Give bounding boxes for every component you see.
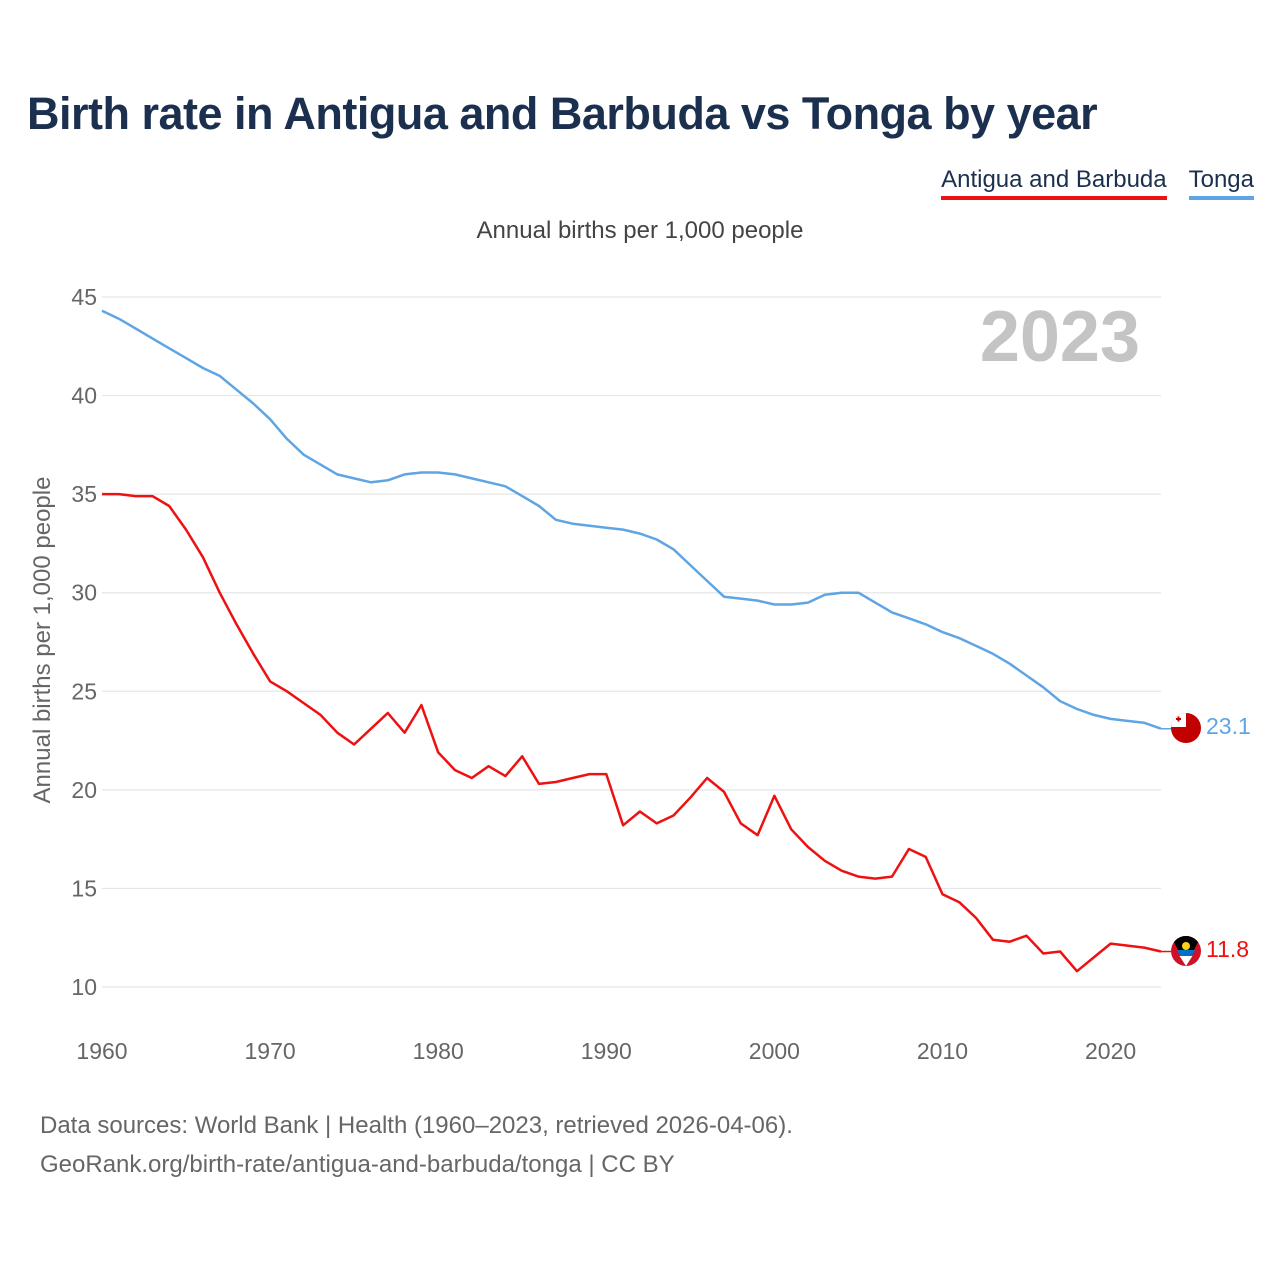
- y-tick-label: 30: [71, 580, 97, 606]
- end-value-label: 23.1: [1206, 713, 1251, 739]
- x-tick-label: 1990: [581, 1038, 632, 1064]
- footer: Data sources: World Bank | Health (1960–…: [40, 1106, 793, 1184]
- x-tick-label: 1970: [245, 1038, 296, 1064]
- y-tick-label: 40: [71, 383, 97, 409]
- x-tick-label: 1980: [413, 1038, 464, 1064]
- year-label: 2023: [980, 297, 1140, 377]
- y-tick-label: 45: [71, 284, 97, 310]
- series-line-antigua-and-barbuda[interactable]: [102, 492, 1162, 973]
- series-lines: [101, 309, 1171, 973]
- grid-lines: [102, 296, 1161, 988]
- y-tick-label: 10: [71, 974, 97, 1000]
- y-tick-label: 25: [71, 678, 97, 704]
- y-tick-label: 15: [71, 875, 97, 901]
- x-tick-label: 2000: [749, 1038, 800, 1064]
- legend-item-tonga[interactable]: Tonga: [1188, 166, 1254, 200]
- end-labels: 11.8 23.1: [1206, 713, 1251, 962]
- series-line-tonga[interactable]: [101, 309, 1162, 730]
- end-value-label: 11.8: [1206, 936, 1249, 962]
- data-source-text: Data sources: World Bank | Health (1960–…: [40, 1112, 793, 1139]
- legend-item-antigua-and-barbuda[interactable]: Antigua and Barbuda: [941, 166, 1167, 200]
- y-axis-label: Annual births per 1,000 people: [29, 477, 56, 804]
- x-tick-label: 1960: [76, 1038, 127, 1064]
- x-tick-label: 2020: [1085, 1038, 1136, 1064]
- y-tick-label: 20: [71, 777, 97, 803]
- source-url-text[interactable]: GeoRank.org/birth-rate/antigua-and-barbu…: [40, 1151, 675, 1178]
- y-tick-label: 35: [71, 481, 97, 507]
- x-tick-label: 2010: [917, 1038, 968, 1064]
- chart-title: Birth rate in Antigua and Barbuda vs Ton…: [27, 88, 1098, 139]
- legend: Antigua and Barbuda Tonga: [941, 166, 1254, 200]
- tonga-flag-icon: [1171, 713, 1201, 743]
- chart-subtitle: Annual births per 1,000 people: [476, 217, 804, 244]
- x-axis-ticks: 1960 1970 1980 1990 2000 2010 2020: [76, 1038, 1136, 1064]
- y-axis-ticks: 10 15 20 25 30 35 40 45: [71, 284, 97, 1000]
- antigua-and-barbuda-flag-icon: [1171, 936, 1201, 966]
